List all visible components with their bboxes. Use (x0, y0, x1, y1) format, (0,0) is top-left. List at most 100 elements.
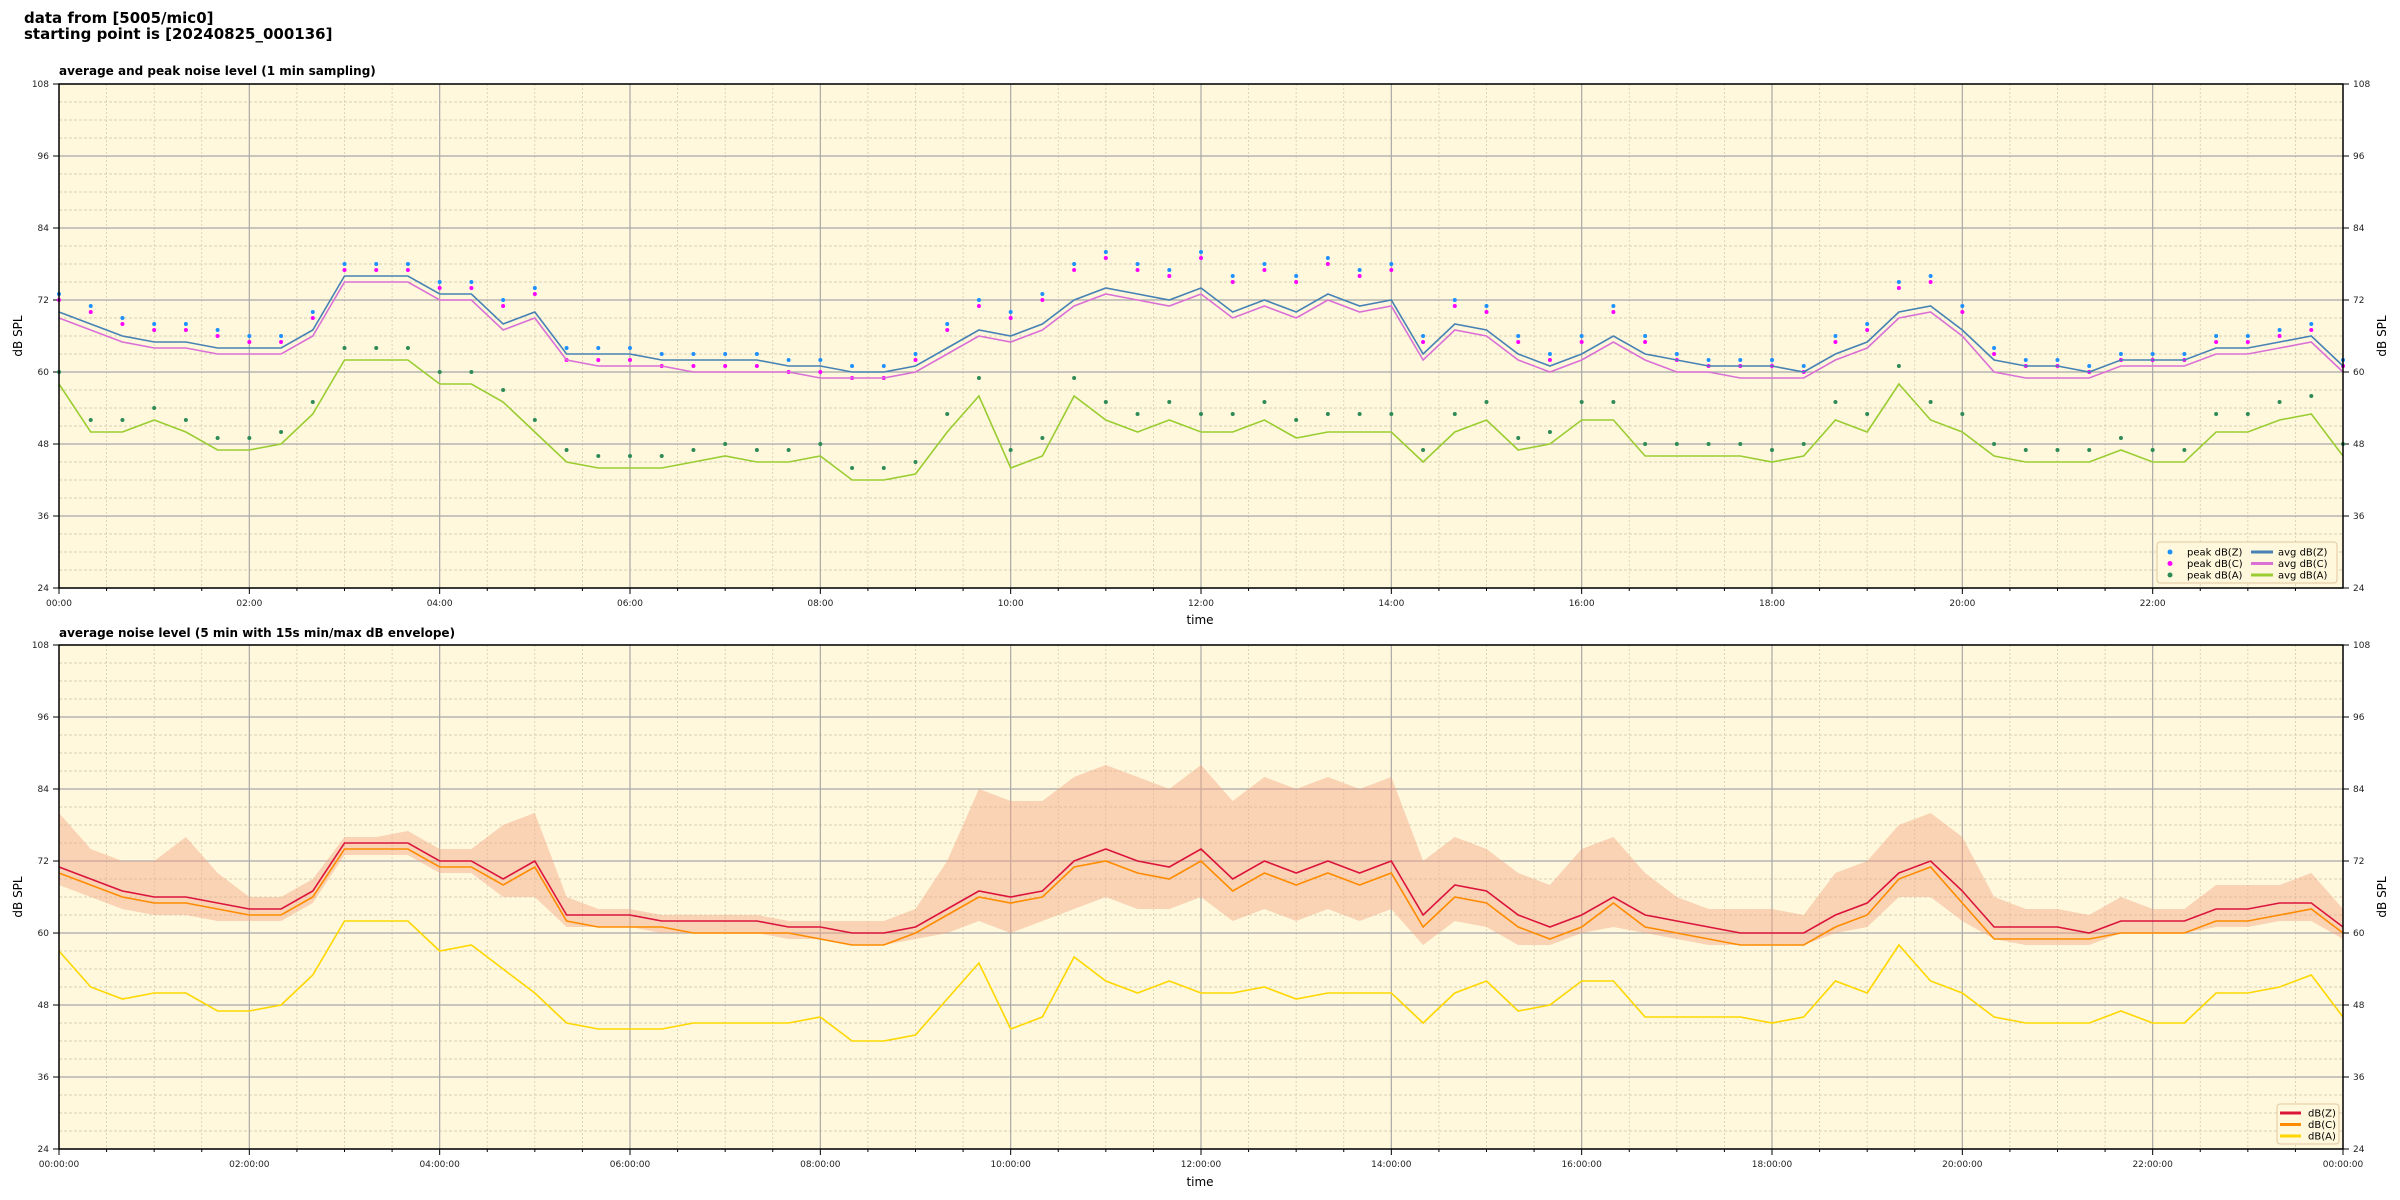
x-tick-label: 20:00 (1949, 599, 1975, 609)
peak-point (1579, 334, 1584, 338)
peak-point (2277, 334, 2282, 338)
peak-point (1706, 442, 1711, 446)
peak-point (1167, 400, 1172, 404)
peak-point (2309, 322, 2314, 326)
peak-point (374, 262, 379, 266)
x-tick-label: 10:00 (998, 599, 1024, 609)
peak-point (723, 442, 728, 446)
peak-point (120, 316, 125, 320)
peak-point (1135, 262, 1140, 266)
peak-point (1579, 400, 1584, 404)
peak-point (2214, 412, 2219, 416)
peak-point (120, 418, 125, 422)
peak-point (1833, 334, 1838, 338)
peak-point (183, 328, 188, 332)
peak-point (659, 454, 664, 458)
peak-point (247, 436, 252, 440)
minmax-envelope (59, 765, 2343, 945)
legend-label: dB(C) (2308, 1120, 2336, 1131)
x-tick-label: 06:00 (617, 599, 643, 609)
peak-point (1199, 412, 1203, 416)
y-tick-label-right: 84 (2353, 224, 2365, 234)
peak-point (1516, 340, 1521, 344)
peak-point (1992, 442, 1997, 446)
peak-point (88, 418, 93, 422)
peak-point (1865, 328, 1870, 332)
x-tick-label: 04:00 (427, 599, 453, 609)
peak-point (469, 280, 474, 284)
peak-point (596, 358, 601, 362)
bottom-chart-ylabel-left: dB SPL (11, 876, 25, 918)
peak-point (913, 352, 918, 356)
y-tick-label: 36 (38, 1073, 50, 1083)
peak-point (2182, 352, 2187, 356)
peak-point (945, 328, 950, 332)
y-tick-label-right: 24 (2353, 584, 2365, 594)
series-line-avg-db-c- (58, 281, 2344, 379)
peak-point (152, 322, 157, 326)
peak-point (754, 448, 759, 452)
peak-point (2277, 400, 2282, 404)
peak-point (564, 346, 569, 350)
peak-point (1325, 412, 1330, 416)
peak-point (1896, 364, 1901, 368)
y-tick-label-right: 96 (2353, 713, 2365, 723)
x-tick-label: 00:00:00 (39, 1160, 80, 1170)
peak-point (818, 358, 823, 362)
peak-point (2023, 358, 2028, 362)
peak-point (1484, 310, 1489, 314)
peak-point (2150, 352, 2155, 356)
peak-point (532, 292, 537, 296)
peak-point (1611, 400, 1616, 404)
peak-point (596, 346, 601, 350)
y-tick-label: 60 (38, 929, 50, 939)
peak-point (754, 352, 759, 356)
y-tick-label-right: 48 (2353, 440, 2365, 450)
peak-point (1262, 400, 1267, 404)
y-tick-label: 96 (38, 713, 50, 723)
peak-point (437, 280, 442, 284)
peak-point (310, 310, 315, 314)
peak-point (2245, 412, 2250, 416)
legend-label: dB(A) (2308, 1132, 2336, 1143)
x-tick-label: 12:00:00 (1181, 1160, 1222, 1170)
peak-point (754, 364, 759, 368)
peak-point (1547, 352, 1552, 356)
x-tick-label: 16:00 (1569, 599, 1595, 609)
peak-point (279, 430, 284, 434)
peak-point (88, 304, 93, 308)
peak-point (342, 268, 347, 272)
legend-label: peak dB(C) (2187, 559, 2243, 570)
peak-point (913, 358, 918, 362)
legend-marker (2167, 572, 2173, 578)
x-tick-label: 00:00:00 (2323, 1160, 2364, 1170)
legend-label: avg dB(C) (2278, 559, 2328, 570)
peak-point (1008, 316, 1013, 320)
y-tick-label-right: 96 (2353, 152, 2365, 162)
peak-point (1706, 358, 1711, 362)
peak-point (1833, 400, 1838, 404)
peak-point (215, 334, 220, 338)
peak-point (405, 268, 410, 272)
peak-point (532, 418, 537, 422)
peak-point (691, 352, 696, 356)
peak-point (850, 466, 855, 470)
peak-point (437, 286, 442, 290)
peak-point (183, 418, 188, 422)
peak-point (976, 376, 981, 380)
peak-point (1516, 334, 1521, 338)
peak-point (152, 328, 157, 332)
series-line-db-a- (58, 920, 2344, 1042)
peak-point (1167, 268, 1172, 272)
y-tick-label: 60 (38, 368, 50, 378)
x-tick-label: 08:00:00 (800, 1160, 841, 1170)
y-tick-label-right: 72 (2353, 857, 2364, 867)
peak-point (628, 346, 632, 350)
series-peak-db-a- (57, 346, 2345, 470)
y-tick-label-right: 60 (2353, 368, 2365, 378)
peak-point (1770, 358, 1774, 362)
peak-point (1357, 274, 1362, 278)
top-chart-title: average and peak noise level (1 min samp… (59, 64, 376, 78)
legend-marker (2167, 549, 2173, 555)
